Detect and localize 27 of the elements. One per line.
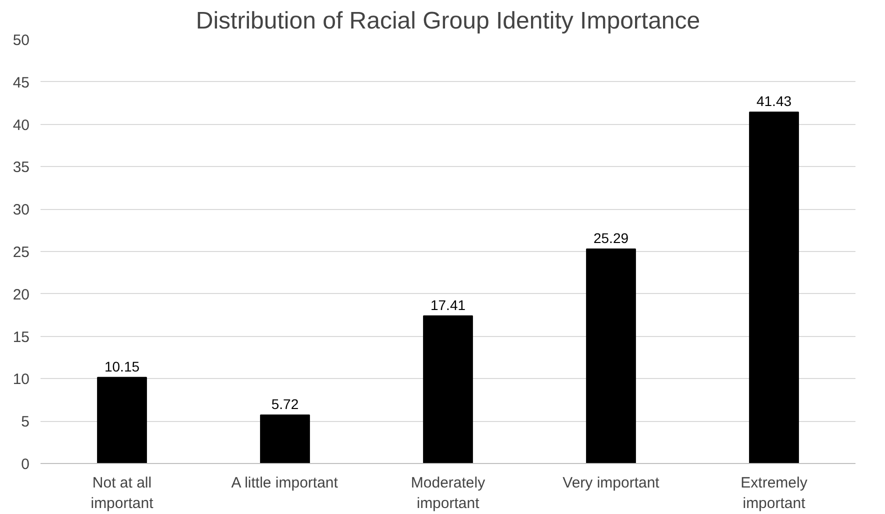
y-tick-label: 30 <box>12 202 30 219</box>
y-tick-label: 25 <box>12 244 30 261</box>
bar <box>749 112 799 464</box>
x-tick-label: Extremely important <box>740 474 808 512</box>
chart-title: Distribution of Racial Group Identity Importance <box>196 8 700 34</box>
data-label: 25.29 <box>593 230 629 246</box>
y-tick-label: 45 <box>12 74 30 92</box>
y-tick-label: 10 <box>12 371 30 388</box>
y-tick-label: 5 <box>21 414 30 431</box>
data-label: 5.72 <box>271 396 299 412</box>
x-tick-label: Not at all important <box>90 474 154 512</box>
y-tick-label: 15 <box>12 328 30 346</box>
y-tick-label: 0 <box>21 456 30 473</box>
x-tick-label: A little important <box>231 474 339 492</box>
data-label: 10.15 <box>104 358 140 374</box>
x-tick-label: Moderately important <box>410 474 486 512</box>
bar <box>97 376 147 464</box>
bar <box>586 248 636 464</box>
y-tick-label: 50 <box>12 32 30 49</box>
data-label: 41.43 <box>756 93 792 110</box>
y-tick-label: 40 <box>12 116 30 134</box>
y-tick-label: 35 <box>12 159 30 176</box>
x-tick-label: Very important <box>562 474 660 492</box>
y-tick-label: 20 <box>12 286 30 304</box>
data-label: 17.41 <box>430 296 466 313</box>
bar <box>260 414 310 464</box>
bar <box>423 315 473 464</box>
